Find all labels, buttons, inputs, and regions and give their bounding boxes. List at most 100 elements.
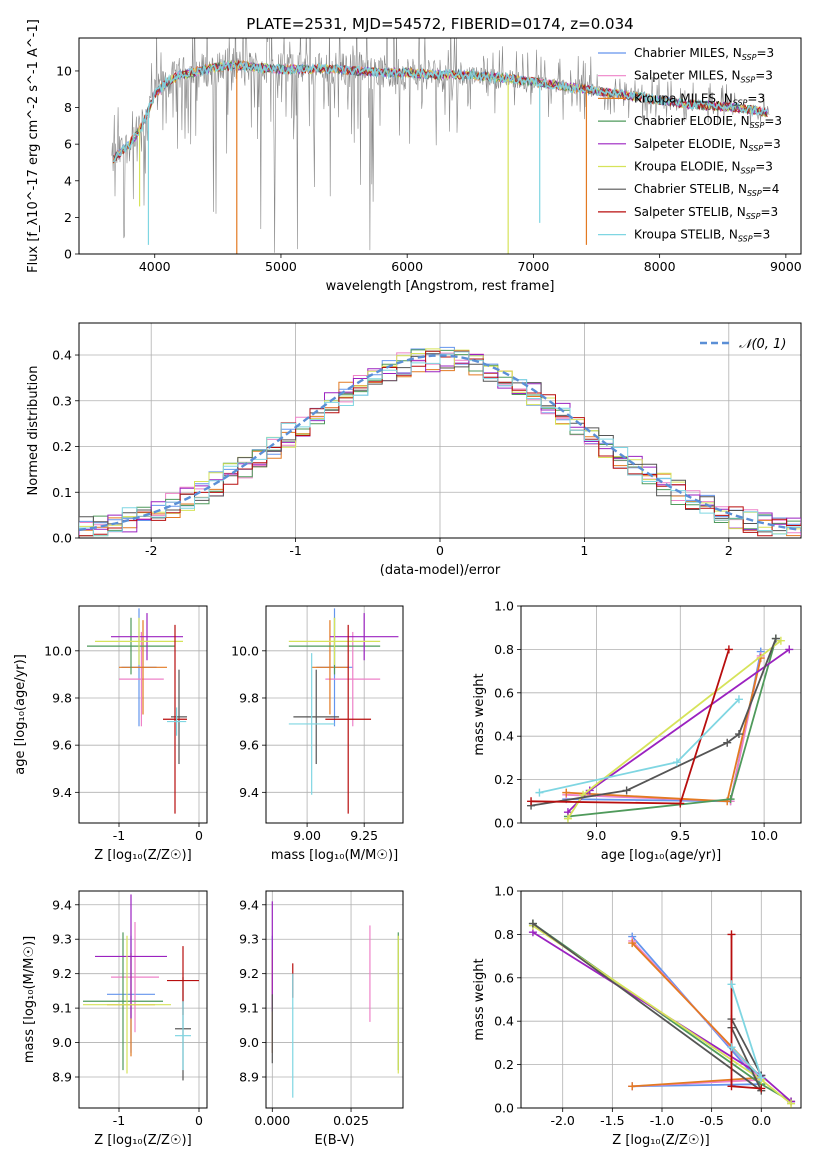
- weight-series: [727, 980, 766, 1082]
- legend-nssp-subscript: SSP: [747, 189, 762, 198]
- errorbar-point: [311, 620, 349, 715]
- y-tick-label: 9.1: [239, 1001, 259, 1016]
- legend-model-name: Chabrier ELODIE: [634, 114, 733, 128]
- x-tick-label: 10.0: [750, 828, 778, 843]
- weight-point-marker: [757, 1084, 766, 1093]
- legend-nssp-subscript: SSP: [738, 235, 753, 244]
- x-axis-label: E(B-V): [314, 1133, 354, 1148]
- grid-lines: [79, 606, 207, 823]
- legend-label: Salpeter ELODIE, NSSP=3: [634, 137, 781, 153]
- axes-frame: [78, 37, 802, 255]
- y-tick-label: 9.3: [239, 932, 259, 947]
- y-axis-label: mass weight: [472, 673, 487, 755]
- y-tick-label: 9.8: [52, 690, 72, 705]
- x-tick-label: 7000: [517, 259, 549, 274]
- y-tick-label: 9.1: [52, 1001, 72, 1016]
- weight-point-marker: [723, 738, 732, 747]
- y-tick-label: 9.3: [52, 932, 72, 947]
- legend-label: Chabrier STELIB, NSSP=4: [634, 182, 779, 198]
- y-tick-label: 2: [64, 210, 72, 225]
- legend-nssp-value: 3: [767, 46, 775, 60]
- weight-point-marker: [628, 939, 637, 948]
- weight-series: [527, 645, 733, 808]
- axes-frame: [265, 605, 404, 824]
- y-tick-label: 9.8: [239, 690, 259, 705]
- weight-series-line: [532, 922, 763, 1092]
- y-tick-label: 0: [64, 247, 72, 262]
- legend-label: Chabrier ELODIE, NSSP=3: [634, 114, 782, 130]
- legend-nssp-prefix: , N: [732, 137, 749, 151]
- y-tick-label: 10.0: [231, 643, 259, 658]
- legend-nssp-value: 3: [774, 114, 782, 128]
- x-tick-label: 1: [580, 543, 588, 558]
- y-tick-label: 0.0: [52, 531, 72, 546]
- legend-nssp-subscript: SSP: [746, 212, 761, 221]
- weight-series: [563, 645, 794, 817]
- x-tick-label: 2: [725, 543, 733, 558]
- y-tick-label: 8.9: [239, 1070, 259, 1085]
- x-tick-label: -1: [289, 543, 301, 558]
- x-tick-label: -2.0: [551, 1113, 575, 1128]
- y-tick-label: 1.0: [494, 884, 514, 899]
- legend-nssp-value: 3: [771, 205, 779, 219]
- weight-point-marker: [771, 634, 780, 643]
- y-tick-label: 0.1: [52, 485, 72, 500]
- y-tick-label: 8: [64, 100, 72, 115]
- errorbar-point: [119, 620, 167, 715]
- x-tick-label: -1.5: [600, 1113, 624, 1128]
- errorbar-point: [119, 631, 164, 727]
- x-tick-label: 0: [195, 828, 203, 843]
- x-tick-label: 6000: [391, 259, 423, 274]
- weight-point-marker: [727, 1082, 736, 1091]
- x-tick-label: -2: [145, 543, 157, 558]
- legend-label: Kroupa MILES, NSSP=3: [634, 91, 765, 107]
- weight-point-marker: [734, 730, 743, 739]
- residual-histogram-step: [79, 350, 801, 537]
- weight-point-marker: [776, 636, 785, 645]
- x-tick-label: -1.0: [650, 1113, 674, 1128]
- weight-point-marker: [528, 919, 537, 928]
- y-axis-label: mass weight: [472, 958, 487, 1040]
- x-axis-label: mass [log₁₀(M/M☉)]: [271, 848, 398, 863]
- legend-model-name: Chabrier STELIB: [634, 182, 730, 196]
- y-tick-label: 0.4: [494, 729, 514, 744]
- x-tick-label: 0.0: [751, 1113, 771, 1128]
- y-tick-label: 0.2: [52, 439, 72, 454]
- errorbar-point: [163, 624, 187, 814]
- errorbar-point: [288, 653, 335, 795]
- weight-point-marker: [676, 799, 685, 808]
- legend-label: Salpeter STELIB, NSSP=3: [634, 205, 778, 221]
- legend-nssp-prefix: , N: [716, 91, 733, 105]
- legend-nssp-eq: =: [753, 228, 763, 242]
- weight-point-marker: [727, 1043, 736, 1052]
- legend-label: Kroupa STELIB, NSSP=3: [634, 228, 770, 244]
- errorbar-point: [171, 669, 187, 765]
- y-tick-label: 1.0: [494, 599, 514, 614]
- legend-nssp-eq: =: [762, 182, 772, 196]
- weight-point-marker: [787, 1099, 796, 1108]
- legend-nssp-prefix: , N: [721, 228, 738, 242]
- errorbar-point: [288, 617, 381, 665]
- legend-nssp-subscript: SSP: [742, 53, 757, 62]
- y-tick-label: 0.6: [494, 970, 514, 985]
- y-axis-label: mass [log₁₀(M/M☉)]: [22, 936, 37, 1063]
- y-tick-label: 9.4: [239, 785, 259, 800]
- grid-lines: [266, 891, 403, 1108]
- axes-frame: [78, 322, 802, 539]
- weight-series-line: [530, 638, 777, 807]
- legend-nssp-subscript: SSP: [741, 76, 756, 85]
- x-tick-label: -0.5: [699, 1113, 723, 1128]
- x-tick-label: 9.00: [293, 828, 321, 843]
- legend-nssp-prefix: , N: [725, 46, 742, 60]
- weight-point-marker: [535, 788, 544, 797]
- weight-point-marker: [628, 1082, 637, 1091]
- x-tick-label: -1: [113, 1113, 125, 1128]
- legend-nssp-prefix: , N: [724, 69, 741, 83]
- x-tick-label: -1: [113, 828, 125, 843]
- y-tick-label: 9.6: [239, 738, 259, 753]
- legend-nssp-prefix: , N: [733, 114, 750, 128]
- x-tick-label: 8000: [644, 259, 676, 274]
- weight-point-marker: [724, 645, 733, 654]
- errorbar-point: [329, 613, 399, 661]
- y-tick-label: 0.2: [494, 772, 514, 787]
